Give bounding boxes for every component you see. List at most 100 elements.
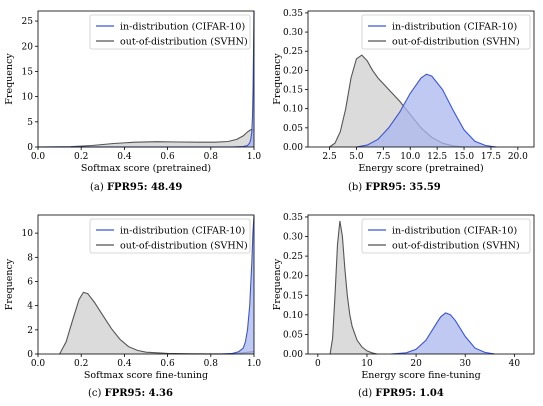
y-tick-label: 0 [27, 143, 33, 153]
y-tick-label: 8 [27, 253, 33, 263]
y-tick-label: 0.30 [283, 28, 303, 38]
y-tick-label: 2 [27, 326, 33, 336]
legend: in-distribution (CIFAR-10) out-of-distrib… [361, 218, 531, 254]
plot-frame [37, 214, 255, 355]
chart-svg: 0.0 0.2 0.4 0.6 0.8 1.0 0 5 10 15 20 25 Softmax scor… [4, 10, 262, 174]
x-tick-label: 5.0 [349, 152, 364, 162]
y-tick-label: 0.10 [283, 105, 303, 115]
panel-label: (b) [348, 182, 363, 193]
plot-frame [307, 10, 535, 148]
chart-panel-d: 0 10 20 30 40 0.00 0.05 0.10 0.15 0.20 0.25 0.30 0.3… [272, 204, 543, 406]
series-area [59, 292, 254, 354]
y-tick-label: 10 [22, 229, 34, 239]
plot-frame [307, 214, 535, 355]
legend-entry: in-distribution (CIFAR-10) [120, 226, 245, 237]
panel-label: (c) [88, 388, 102, 399]
y-tick-label: 5 [27, 118, 33, 128]
panel-caption: (d) FPR95: 1.04 [358, 388, 444, 399]
x-tick-label: 7.5 [376, 152, 391, 162]
y-tick-label: 25 [22, 17, 34, 27]
y-tick-label: 0.25 [283, 252, 303, 262]
y-tick-label: 0.35 [283, 213, 303, 223]
legend-entry: in-distribution (CIFAR-10) [392, 226, 517, 237]
fpr95-metric: FPR95: 48.49 [106, 182, 183, 193]
panel-caption: (c) FPR95: 4.36 [88, 388, 173, 399]
series-area [330, 220, 377, 354]
y-axis-label: Frequency [4, 53, 15, 105]
x-tick-label: 0.8 [204, 152, 219, 162]
panel-caption: (a) FPR95: 48.49 [90, 182, 182, 193]
chart-svg: 2.5 5.0 7.5 10.0 12.5 15.0 17.5 20.0 0.00 0.05 0.1… [272, 9, 535, 174]
y-tick-label: 20 [22, 42, 34, 52]
series-area [329, 55, 464, 147]
series-line [37, 128, 255, 148]
legend-box [361, 218, 531, 254]
x-axis-label: Softmax score (pretrained) [81, 163, 211, 174]
x-tick-label: 1.0 [247, 359, 262, 369]
legend: in-distribution (CIFAR-10) out-of-distrib… [89, 14, 251, 50]
series-line [356, 73, 497, 148]
chart-svg: 0.0 0.2 0.4 0.6 0.8 1.0 0 2 4 6 8 10 Softmax score f… [4, 214, 262, 381]
x-tick-label: 0.6 [160, 152, 175, 162]
series-area [356, 74, 497, 147]
y-tick-label: 0.25 [283, 47, 303, 57]
x-tick-label: 12.5 [427, 152, 447, 162]
y-tick-label: 0.05 [283, 124, 303, 134]
fpr95-metric: FPR95: 35.59 [365, 182, 441, 193]
x-tick-label: 20 [410, 359, 422, 369]
series-area [38, 129, 254, 147]
y-tick-label: 6 [27, 277, 33, 287]
x-axis-label: Softmax score fine-tuning [84, 370, 208, 381]
chart-svg: 0 10 20 30 40 0.00 0.05 0.10 0.15 0.20 0.25 0.30 0.3… [272, 213, 535, 381]
legend: in-distribution (CIFAR-10) out-of-distrib… [89, 218, 251, 254]
y-tick-label: 0.30 [283, 233, 303, 243]
y-tick-label: 0 [27, 350, 33, 360]
x-tick-label: 2.5 [322, 152, 337, 162]
x-tick-label: 17.5 [481, 152, 501, 162]
legend-entry: out-of-distribution (SVHN) [392, 241, 520, 252]
panel-label: (a) [90, 182, 104, 193]
x-tick-label: 15.0 [454, 152, 474, 162]
x-axis-label: Energy score fine-tuning [361, 370, 480, 381]
panel-caption: (b) FPR95: 35.59 [348, 182, 441, 193]
y-tick-label: 0.10 [283, 311, 303, 321]
y-tick-label: 0.35 [283, 9, 303, 19]
chart-panel-b: 2.5 5.0 7.5 10.0 12.5 15.0 17.5 20.0 0.00 0.05 0.1… [272, 0, 543, 200]
y-axis-label: Frequency [272, 258, 283, 310]
y-tick-label: 0.05 [283, 330, 303, 340]
plot-frame [37, 10, 255, 148]
x-tick-label: 0.0 [31, 359, 46, 369]
series-line [391, 312, 495, 355]
x-tick-label: 40 [509, 359, 521, 369]
x-tick-label: 10 [361, 359, 373, 369]
x-tick-label: 1.0 [247, 152, 262, 162]
x-axis-label: Energy score (pretrained) [358, 163, 483, 174]
x-tick-label: 0.0 [31, 152, 46, 162]
series-line [329, 220, 377, 355]
y-tick-label: 0.00 [283, 350, 303, 360]
legend-entry: out-of-distribution (SVHN) [392, 37, 520, 48]
legend-entry: out-of-distribution (SVHN) [120, 37, 248, 48]
x-tick-label: 0.4 [117, 152, 132, 162]
y-tick-label: 10 [22, 93, 34, 103]
y-tick-label: 4 [27, 302, 33, 312]
x-tick-label: 0.8 [204, 359, 219, 369]
fpr95-metric: FPR95: 4.36 [104, 388, 173, 399]
legend-box [89, 218, 251, 254]
fpr95-metric: FPR95: 1.04 [375, 388, 444, 399]
series-line [221, 216, 255, 355]
x-tick-label: 20.0 [508, 152, 528, 162]
y-tick-label: 0.15 [283, 86, 303, 96]
y-tick-label: 0.00 [283, 143, 303, 153]
x-tick-label: 0 [315, 359, 321, 369]
x-tick-label: 0.2 [74, 152, 88, 162]
series-area [221, 216, 254, 354]
y-tick-label: 0.20 [283, 66, 303, 76]
x-tick-label: 0.4 [117, 359, 132, 369]
legend-entry: in-distribution (CIFAR-10) [120, 22, 245, 33]
y-axis-label: Frequency [4, 258, 15, 310]
x-tick-label: 0.6 [160, 359, 175, 369]
y-tick-label: 0.20 [283, 272, 303, 282]
legend: in-distribution (CIFAR-10) out-of-distrib… [361, 14, 531, 50]
y-axis-label: Frequency [272, 53, 283, 105]
